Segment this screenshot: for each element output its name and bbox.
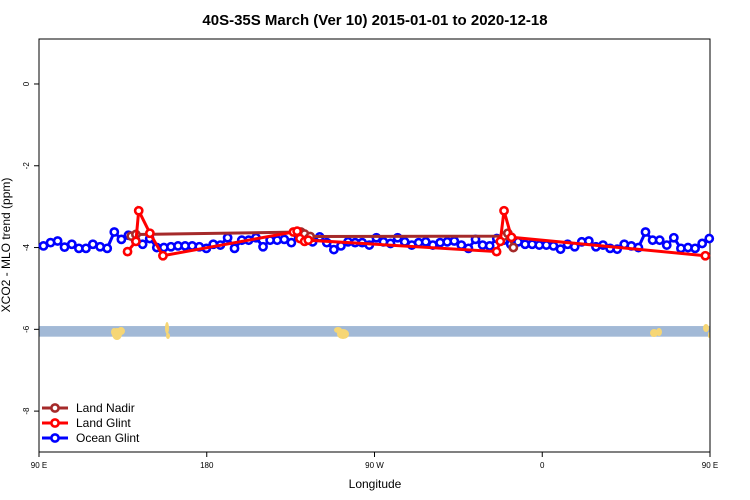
land-glint-point: [495, 236, 506, 247]
ocean-glint-point: [116, 234, 127, 245]
ocean-glint-point: [258, 241, 268, 252]
ocean-glint-point: [66, 239, 77, 250]
land-glint-point: [506, 232, 517, 243]
ocean-glint-point: [81, 243, 91, 254]
ocean-glint-point: [697, 238, 708, 249]
ocean-glint-point: [555, 244, 566, 255]
y-tick-label: -8: [22, 407, 31, 415]
land-patch: [166, 333, 170, 340]
ocean-glint-point: [52, 236, 63, 246]
y-tick-label: -2: [22, 162, 31, 170]
land-glint-point: [303, 235, 314, 246]
legend-label-land-nadir: Land Nadir: [76, 401, 135, 415]
ocean-glint-point: [704, 233, 715, 244]
land-nadir-point: [508, 242, 519, 253]
land-patch: [165, 322, 169, 335]
land-patch: [112, 328, 122, 341]
legend-label-ocean-glint: Ocean Glint: [76, 431, 140, 445]
x-tick-label: 90 E: [702, 461, 718, 470]
x-tick-label: 90 W: [365, 461, 384, 470]
ocean-glint-point: [668, 232, 679, 243]
x-axis-label: Longitude: [349, 477, 402, 491]
ocean-glint-point: [640, 227, 651, 237]
land-glint-point: [491, 246, 502, 257]
land-glint-point: [499, 205, 509, 216]
ocean-glint-point: [109, 227, 120, 237]
land-patch: [334, 327, 342, 334]
y-tick-label: 0: [22, 81, 31, 86]
land-glint-point: [700, 250, 711, 261]
y-axis-label: XCO2 - MLO trend (ppm): [0, 178, 13, 313]
ocean-glint-point: [102, 243, 113, 254]
x-tick-label: 90 E: [31, 461, 47, 470]
x-tick-label: 180: [200, 461, 214, 470]
legend-marker-ocean-glint: [50, 433, 60, 443]
land-glint-point: [122, 246, 133, 257]
land-glint-point: [145, 228, 155, 239]
ocean-glint-point: [654, 235, 665, 246]
chart-title: 40S-35S March (Ver 10) 2015-01-01 to 202…: [202, 12, 547, 29]
ocean-glint-point: [484, 241, 495, 251]
legend-marker-land-nadir: [50, 403, 60, 413]
ocean-glint-point: [229, 243, 240, 254]
land-glint-point: [158, 250, 168, 261]
land-patch: [703, 324, 709, 333]
ocean-glint-point: [222, 232, 233, 243]
ocean-glint-point: [286, 237, 297, 248]
land-glint-point: [133, 205, 144, 216]
ocean-glint-point: [690, 243, 700, 254]
land-patch: [656, 328, 662, 337]
land-patch: [650, 329, 658, 338]
legend-label-land-glint: Land Glint: [76, 416, 131, 430]
x-tick-label: 0: [540, 461, 545, 470]
y-tick-label: -4: [22, 243, 31, 251]
ocean-glint-point: [328, 244, 339, 255]
legend-marker-land-glint: [50, 418, 60, 428]
ocean-band: [39, 326, 710, 337]
land-glint-point: [131, 236, 141, 247]
ocean-glint-point: [661, 240, 672, 250]
y-tick-label: -6: [22, 325, 31, 333]
plot-area: 90 E 180 90 W 0 90 E 0 -2 -4 -6 -8 Land NadirLand …: [22, 38, 718, 470]
